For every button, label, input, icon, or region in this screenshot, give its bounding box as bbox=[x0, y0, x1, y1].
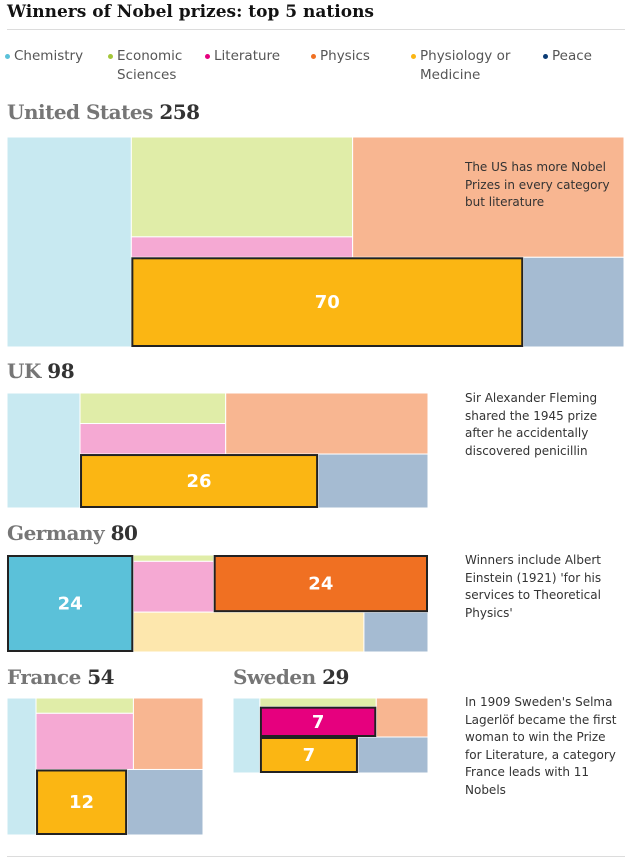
value-label: 26 bbox=[187, 471, 212, 492]
treemap-cell-highlight bbox=[7, 555, 134, 652]
legend-swatch bbox=[205, 54, 210, 59]
rule bbox=[7, 856, 625, 857]
value-label: 24 bbox=[308, 574, 333, 595]
treemap-cell bbox=[130, 136, 354, 238]
treemap-cell bbox=[35, 697, 134, 714]
nation-total: 98 bbox=[47, 359, 75, 383]
legend-swatch bbox=[311, 54, 316, 59]
legend-entry: Peace bbox=[543, 47, 622, 66]
treemap-cell bbox=[357, 736, 429, 774]
legend-swatch bbox=[108, 54, 113, 59]
nation-heading: Sweden 29 bbox=[233, 665, 349, 689]
nation-total: 258 bbox=[159, 100, 200, 124]
nation-heading: UK 98 bbox=[7, 359, 75, 383]
chart-title: Winners of Nobel prizes: top 5 nations bbox=[7, 2, 374, 22]
treemap-cell bbox=[317, 453, 429, 509]
treemap-cell bbox=[6, 392, 81, 509]
nation-name: Sweden bbox=[233, 665, 316, 689]
legend-entry: Literature bbox=[205, 47, 304, 66]
nation-heading: United States 258 bbox=[7, 100, 200, 124]
nation-total: 29 bbox=[322, 665, 349, 689]
nation-name: United States bbox=[7, 100, 153, 124]
treemap-cell-highlight bbox=[36, 769, 128, 836]
treemap-cell bbox=[132, 554, 215, 562]
treemap-cell bbox=[375, 697, 429, 738]
nation-name: Germany bbox=[7, 521, 105, 545]
treemap-cell-highlight bbox=[213, 555, 428, 613]
treemap-cell bbox=[79, 392, 227, 425]
treemap-cell-highlight bbox=[131, 257, 524, 347]
legend-entry: Physiology or Medicine bbox=[411, 47, 520, 85]
nation-name: France bbox=[7, 665, 81, 689]
treemap-cell bbox=[6, 136, 132, 348]
annotation: Sir Alexander Fleming shared the 1945 pr… bbox=[465, 391, 598, 458]
treemap-cell bbox=[363, 611, 429, 653]
legend-swatch bbox=[411, 54, 416, 59]
treemap-cell bbox=[522, 256, 625, 348]
treemap-cell bbox=[132, 611, 365, 653]
legend-swatch bbox=[5, 54, 10, 59]
treemap-cell-highlight bbox=[259, 737, 358, 773]
value-label: 7 bbox=[303, 745, 316, 766]
treemap-cell bbox=[6, 697, 37, 836]
treemap-cell bbox=[132, 697, 204, 770]
nation-heading: France 54 bbox=[7, 665, 115, 689]
rule bbox=[7, 29, 625, 30]
annotation: The US has more Nobel Prizes in every ca… bbox=[465, 160, 610, 209]
nation-name: UK bbox=[7, 359, 41, 383]
treemap-cell bbox=[352, 136, 625, 258]
legend-swatch bbox=[543, 54, 548, 59]
treemap-cell bbox=[225, 392, 429, 455]
value-label: 7 bbox=[312, 712, 325, 733]
treemap-cell-highlight bbox=[259, 706, 377, 738]
treemap-cell bbox=[126, 768, 204, 836]
treemap-cell bbox=[232, 697, 261, 774]
treemap-cell bbox=[130, 236, 354, 258]
value-label: 70 bbox=[315, 292, 340, 313]
legend-entry: Economic Sciences bbox=[108, 47, 197, 85]
treemap-cell bbox=[35, 712, 134, 770]
treemap-cell bbox=[79, 423, 227, 455]
nation-total: 80 bbox=[110, 521, 138, 545]
treemap-cell bbox=[132, 560, 215, 613]
value-label: 24 bbox=[58, 594, 83, 615]
treemap-cell-highlight bbox=[80, 454, 319, 508]
annotation: In 1909 Sweden's Selma Lagerlöf became t… bbox=[465, 695, 617, 797]
nation-heading: Germany 80 bbox=[7, 521, 138, 545]
nation-total: 54 bbox=[87, 665, 115, 689]
treemap-cell bbox=[259, 697, 377, 708]
value-label: 12 bbox=[69, 792, 94, 813]
legend-entry: Chemistry bbox=[5, 47, 104, 66]
legend-entry: Physics bbox=[311, 47, 410, 66]
annotation: Winners include Albert Einstein (1921) '… bbox=[465, 553, 602, 620]
